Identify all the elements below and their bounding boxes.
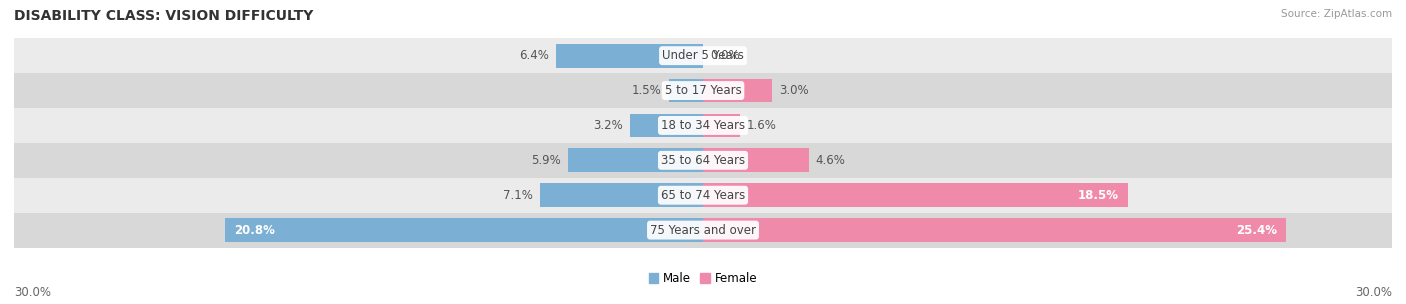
Bar [14, 38, 1392, 73]
Text: 0.0%: 0.0% [710, 49, 740, 62]
Bar [630, 114, 703, 137]
Text: 25.4%: 25.4% [1236, 224, 1277, 237]
Text: 18 to 34 Years: 18 to 34 Years [661, 119, 745, 132]
Text: 65 to 74 Years: 65 to 74 Years [661, 189, 745, 202]
Bar [540, 183, 703, 207]
Bar [14, 73, 1392, 108]
Text: 5.9%: 5.9% [531, 154, 561, 167]
Text: Under 5 Years: Under 5 Years [662, 49, 744, 62]
Text: 6.4%: 6.4% [519, 49, 550, 62]
Bar [703, 183, 1128, 207]
Bar [225, 218, 703, 242]
Text: 20.8%: 20.8% [235, 224, 276, 237]
Bar [14, 213, 1392, 247]
Text: 3.0%: 3.0% [779, 84, 808, 97]
Text: 3.2%: 3.2% [593, 119, 623, 132]
Bar [14, 143, 1392, 178]
Text: 5 to 17 Years: 5 to 17 Years [665, 84, 741, 97]
Bar [703, 148, 808, 172]
Text: DISABILITY CLASS: VISION DIFFICULTY: DISABILITY CLASS: VISION DIFFICULTY [14, 9, 314, 23]
Bar [703, 114, 740, 137]
Text: 75 Years and over: 75 Years and over [650, 224, 756, 237]
Text: 30.0%: 30.0% [14, 286, 51, 299]
Bar [14, 178, 1392, 213]
Text: 1.5%: 1.5% [631, 84, 662, 97]
Bar [669, 79, 703, 102]
Text: 7.1%: 7.1% [503, 189, 533, 202]
Text: 18.5%: 18.5% [1077, 189, 1119, 202]
Text: 4.6%: 4.6% [815, 154, 845, 167]
Bar [555, 44, 703, 67]
Text: 30.0%: 30.0% [1355, 286, 1392, 299]
Text: 1.6%: 1.6% [747, 119, 776, 132]
Bar [14, 108, 1392, 143]
Bar [703, 218, 1286, 242]
Text: 35 to 64 Years: 35 to 64 Years [661, 154, 745, 167]
Bar [703, 79, 772, 102]
Bar [568, 148, 703, 172]
Legend: Male, Female: Male, Female [644, 268, 762, 290]
Text: Source: ZipAtlas.com: Source: ZipAtlas.com [1281, 9, 1392, 19]
